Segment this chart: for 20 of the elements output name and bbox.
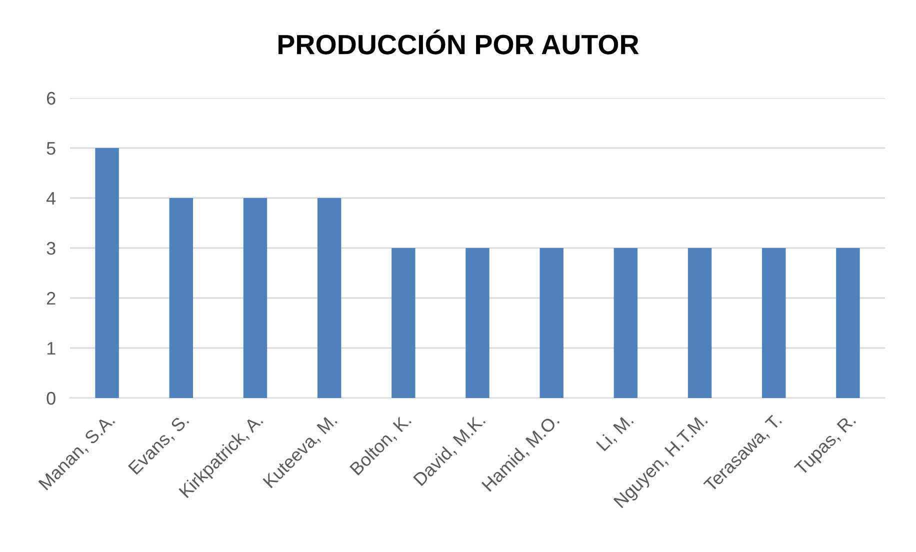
bar <box>317 198 342 398</box>
chart-title: PRODUCCIÓN POR AUTOR <box>278 30 639 54</box>
bar <box>95 148 119 398</box>
y-tick-label: 5 <box>46 142 56 155</box>
bar <box>614 248 638 398</box>
bar <box>688 248 712 398</box>
bar <box>392 248 416 398</box>
y-tick-label: 1 <box>47 342 56 355</box>
bar <box>762 248 786 398</box>
y-tick-label: 6 <box>46 92 56 105</box>
bar <box>466 248 490 398</box>
y-tick-label: 0 <box>46 392 56 405</box>
y-tick-label: 4 <box>46 192 56 205</box>
bar <box>243 198 268 398</box>
y-tick-label: 2 <box>46 292 56 305</box>
bar <box>169 198 193 398</box>
x-tick-label: Li, M. <box>596 413 636 453</box>
y-tick-label: 3 <box>46 242 56 255</box>
bar <box>836 248 860 398</box>
bar <box>540 248 564 398</box>
